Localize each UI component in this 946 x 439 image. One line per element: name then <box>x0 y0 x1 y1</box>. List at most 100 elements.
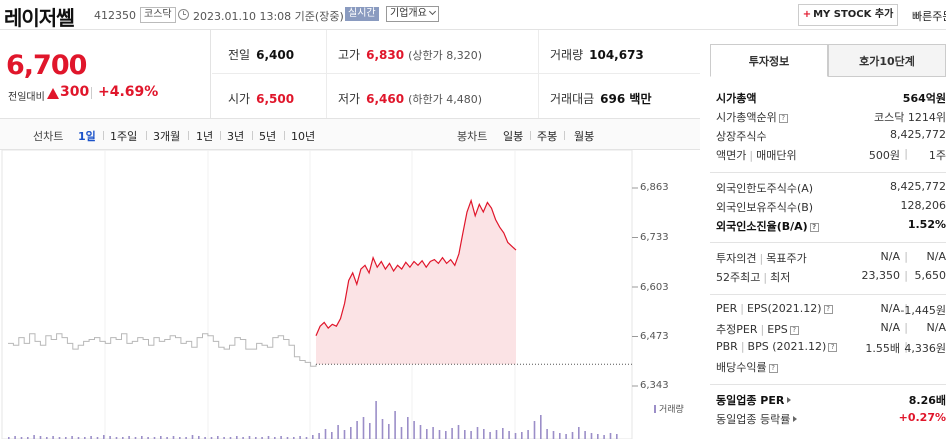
volume-bar <box>204 437 206 439</box>
info-label-text: 시가총액 <box>716 92 757 105</box>
chevron-down-icon <box>428 7 436 16</box>
tab-orderbook[interactable]: 호가10단계 <box>828 44 946 77</box>
stats-row: 시가 6,500 저가 6,460 (하한가 4,480) 거래대금 696 백만 <box>212 74 700 118</box>
info-label: 시가총액 <box>716 90 756 106</box>
tab-3month[interactable]: 3개월 <box>153 130 181 143</box>
volume-bar <box>267 436 270 439</box>
tab-monthly[interactable]: 월봉 <box>574 130 595 143</box>
info-value: +0.27% <box>898 411 946 424</box>
info-label: 배당수익률? <box>716 359 778 375</box>
separator: | <box>749 149 754 162</box>
divider <box>710 242 946 243</box>
triangle-right-icon[interactable] <box>793 416 798 422</box>
volume-bar <box>305 437 308 439</box>
info-row: PBR | BPS (2021.12)? 1.55배 | 4,336원 <box>716 340 946 360</box>
volume-bar <box>388 424 390 439</box>
volume-bar <box>521 432 523 439</box>
volume-bar <box>413 421 415 439</box>
info-value: 23,350 <box>861 269 901 282</box>
info-value: 4,336원 <box>904 342 946 355</box>
y-tick-label: 6,733 <box>640 232 669 243</box>
info-row: 추정PER | EPS? N/A | N/A <box>716 321 946 341</box>
volume-bar <box>419 425 422 439</box>
volume-bar <box>84 437 86 439</box>
stat-value: 6,400 <box>256 48 295 62</box>
volume-bar <box>432 427 434 439</box>
volume-bar <box>483 429 485 439</box>
company-overview-label: 기업개요 <box>390 8 427 19</box>
tab-1week[interactable]: 1주일 <box>110 130 138 143</box>
info-label: 액면가 | 매매단위 <box>716 147 797 163</box>
volume-bar <box>464 430 466 439</box>
volume-bar <box>147 437 149 439</box>
info-value: N/A <box>880 250 900 263</box>
separator: | <box>759 252 764 265</box>
volume-bar <box>590 433 593 439</box>
volume-bar <box>166 437 168 439</box>
tab-3year[interactable]: 3년 <box>227 130 245 143</box>
add-mystock-button[interactable]: + MY STOCK 추가 <box>798 4 898 26</box>
volume-bar <box>438 430 441 439</box>
info-row: 상장주식수 8,425,772 <box>716 128 946 148</box>
stat-value: 6,460 <box>366 92 405 106</box>
tab-5year[interactable]: 5년 <box>259 130 277 143</box>
info-row: 시가총액순위? 코스닥 1214위 <box>716 109 946 129</box>
volume-bar <box>153 437 156 439</box>
stat-label: 고가 <box>338 48 361 62</box>
quick-order-link[interactable]: 빠른주문 <box>912 10 946 23</box>
info-label: 52주최고 | 최저 <box>716 269 790 285</box>
tab-weekly[interactable]: 주봉 <box>537 130 558 143</box>
separator: | <box>904 340 908 353</box>
help-icon[interactable]: ? <box>778 114 788 123</box>
volume-bar <box>578 427 580 439</box>
volume-legend-swatch <box>654 405 656 413</box>
info-row: 투자의견 | 목표주가 N/A | N/A <box>716 250 946 270</box>
help-icon[interactable]: ? <box>768 364 778 373</box>
volume-bar <box>185 437 187 439</box>
info-label-text: 동일업종 PER <box>716 394 785 407</box>
help-icon[interactable]: ? <box>789 326 799 335</box>
divider <box>326 30 327 118</box>
volume-bar <box>248 436 251 439</box>
tab-10year[interactable]: 10년 <box>291 130 316 143</box>
tab-1day[interactable]: 1일 <box>78 130 96 143</box>
tab-invest-info[interactable]: 투자정보 <box>710 44 828 77</box>
tab-daily[interactable]: 일봉 <box>503 130 524 143</box>
help-icon[interactable]: ? <box>828 343 838 352</box>
info-label-text: 투자의견 <box>716 252 757 265</box>
separator: | <box>760 323 765 336</box>
volume-bar <box>134 437 137 439</box>
info-label-text: 상장주식수 <box>716 130 767 143</box>
stat-label: 시가 <box>228 92 251 106</box>
today-price-area <box>316 200 516 365</box>
tab-1year[interactable]: 1년 <box>196 130 214 143</box>
help-icon[interactable]: ? <box>823 305 833 314</box>
volume-bar <box>58 437 61 439</box>
volume-bar <box>217 436 219 439</box>
divider <box>220 131 221 140</box>
price-chart[interactable]: 6,863 6,733 6,603 6,473 6,343 거래량 <box>0 150 700 439</box>
info-value: 128,206 <box>900 199 946 212</box>
stat-label: 저가 <box>338 92 361 106</box>
info-value: N/A <box>880 302 900 315</box>
help-icon[interactable]: ? <box>809 223 819 232</box>
triangle-right-icon[interactable] <box>787 397 792 403</box>
stat-low: 저가 6,460 (하한가 4,480) <box>338 90 482 107</box>
stat-value: 104,673 <box>589 48 644 62</box>
volume-bar <box>514 433 517 439</box>
divider <box>252 131 253 140</box>
volume-legend: 거래량 <box>654 402 684 415</box>
info-row: 외국인한도주식수(A) 8,425,772 <box>716 180 946 200</box>
volume-bar <box>381 419 384 439</box>
line-chart-title: 선차트 <box>33 130 64 143</box>
info-row: 시가총액 564억원 <box>716 90 946 110</box>
volume-bar <box>160 436 162 439</box>
separator: | <box>904 302 908 315</box>
info-tabs: 투자정보 호가10단계 <box>710 44 946 77</box>
volume-bar <box>362 417 365 439</box>
info-row: PER | EPS(2021.12)? N/A | -1,445원 <box>716 302 946 322</box>
volume-bar <box>445 431 447 439</box>
stock-code: 412350 <box>94 9 136 22</box>
company-overview-button[interactable]: 기업개요 <box>386 6 439 22</box>
info-label: 동일업종 등락률 <box>716 411 798 427</box>
